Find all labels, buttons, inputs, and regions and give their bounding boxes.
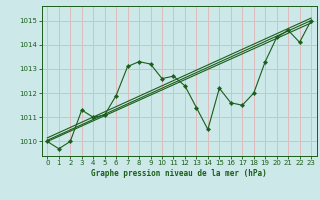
X-axis label: Graphe pression niveau de la mer (hPa): Graphe pression niveau de la mer (hPa) bbox=[91, 169, 267, 178]
